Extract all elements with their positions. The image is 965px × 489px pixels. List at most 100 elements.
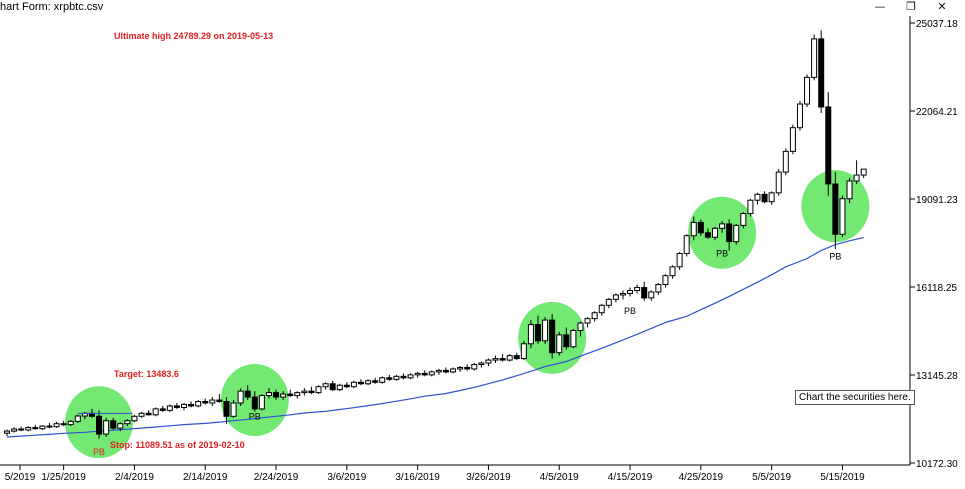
price-chart[interactable]: Ultimate high 24789.29 on 2019-05-13 Targ… bbox=[0, 16, 965, 489]
candle bbox=[697, 219, 704, 236]
x-tick-label: 5/15/2019 bbox=[820, 472, 865, 483]
candle-body bbox=[726, 223, 733, 243]
candle bbox=[159, 405, 166, 412]
candle bbox=[796, 101, 803, 131]
candle bbox=[768, 191, 775, 205]
candle bbox=[839, 195, 846, 238]
candle bbox=[627, 287, 634, 297]
candle-body bbox=[322, 383, 329, 388]
candle bbox=[527, 320, 534, 349]
candle-body bbox=[237, 390, 244, 404]
candle-body bbox=[669, 266, 676, 277]
pullback-label: PB bbox=[249, 411, 261, 421]
candle bbox=[273, 389, 280, 401]
candle bbox=[471, 363, 478, 371]
candle-body bbox=[273, 392, 280, 398]
candle bbox=[520, 340, 527, 361]
x-tick-label: 5/2019 bbox=[5, 472, 36, 483]
candle bbox=[591, 311, 598, 322]
candle-body bbox=[407, 374, 414, 379]
candle bbox=[350, 380, 357, 389]
candle bbox=[846, 178, 853, 204]
candle-body bbox=[414, 372, 421, 376]
candle-body bbox=[796, 103, 803, 129]
candle bbox=[435, 368, 442, 375]
candle bbox=[457, 365, 464, 372]
candle bbox=[450, 367, 457, 374]
candle-body bbox=[188, 403, 195, 407]
candle-body bbox=[294, 392, 301, 397]
target-annotation: Target: 13483.6 bbox=[114, 369, 179, 379]
candle-body bbox=[329, 383, 336, 391]
ultimate-high-annotation: Ultimate high 24789.29 on 2019-05-13 bbox=[114, 31, 273, 41]
x-tick-label: 4/5/2019 bbox=[540, 472, 579, 483]
candle bbox=[556, 331, 563, 356]
candle-body bbox=[39, 425, 46, 430]
candle-body bbox=[641, 287, 648, 299]
candle bbox=[103, 417, 110, 438]
candle bbox=[117, 422, 124, 432]
candle-body bbox=[733, 224, 740, 243]
minimize-icon[interactable]: — bbox=[874, 0, 886, 13]
x-tick-label: 3/16/2019 bbox=[395, 472, 440, 483]
candle bbox=[754, 192, 761, 205]
candle-body bbox=[110, 420, 117, 429]
candle-body bbox=[138, 412, 145, 417]
x-tick-label: 3/6/2019 bbox=[327, 472, 366, 483]
candle-body bbox=[386, 377, 393, 380]
candle bbox=[860, 168, 867, 179]
candle bbox=[329, 380, 336, 392]
candle bbox=[655, 283, 662, 295]
candle bbox=[690, 216, 697, 241]
candle bbox=[499, 354, 506, 362]
candle-body bbox=[379, 377, 386, 383]
candle-body bbox=[442, 369, 449, 373]
candle-body bbox=[839, 198, 846, 235]
candle-body bbox=[350, 381, 357, 388]
candle bbox=[605, 297, 612, 309]
candle-body bbox=[25, 427, 32, 431]
candle-body bbox=[697, 221, 704, 234]
candle bbox=[138, 411, 145, 418]
candle bbox=[230, 400, 237, 418]
candle bbox=[740, 212, 747, 229]
candle-body bbox=[811, 38, 818, 78]
candle-body bbox=[846, 180, 853, 200]
candle-body bbox=[315, 386, 322, 394]
candle-body bbox=[223, 401, 230, 417]
candle bbox=[662, 274, 669, 288]
chart-tooltip: Chart the securities here. bbox=[795, 390, 915, 405]
candle bbox=[188, 401, 195, 408]
candle bbox=[11, 427, 18, 433]
y-tick-label: 25037.18 bbox=[916, 19, 958, 30]
candle-body bbox=[457, 366, 464, 370]
candle-body bbox=[131, 415, 138, 422]
candle bbox=[570, 328, 577, 349]
maximize-icon[interactable]: ❐ bbox=[906, 0, 916, 13]
close-icon[interactable]: ✕ bbox=[937, 0, 947, 13]
candle bbox=[789, 124, 796, 155]
candle bbox=[287, 389, 294, 398]
candle-body bbox=[258, 395, 265, 410]
candle-body bbox=[832, 183, 839, 235]
candle bbox=[258, 394, 265, 411]
candle-body bbox=[754, 193, 761, 201]
candle bbox=[237, 388, 244, 406]
candle bbox=[478, 361, 485, 368]
candle-body bbox=[159, 408, 166, 411]
candle bbox=[464, 364, 471, 371]
candle-body bbox=[471, 364, 478, 370]
candle bbox=[124, 419, 131, 427]
candle-body bbox=[450, 368, 457, 373]
y-tick-label: 22064.21 bbox=[916, 107, 958, 118]
y-tick-label: 13145.28 bbox=[916, 371, 958, 382]
candle bbox=[563, 327, 570, 350]
candle-body bbox=[209, 399, 216, 404]
candle-body bbox=[11, 428, 18, 432]
candle bbox=[683, 234, 690, 257]
candle bbox=[96, 410, 103, 439]
candle-body bbox=[655, 284, 662, 293]
candle bbox=[542, 317, 549, 344]
candle bbox=[60, 420, 67, 427]
y-tick-label: 10172.30 bbox=[916, 459, 958, 470]
